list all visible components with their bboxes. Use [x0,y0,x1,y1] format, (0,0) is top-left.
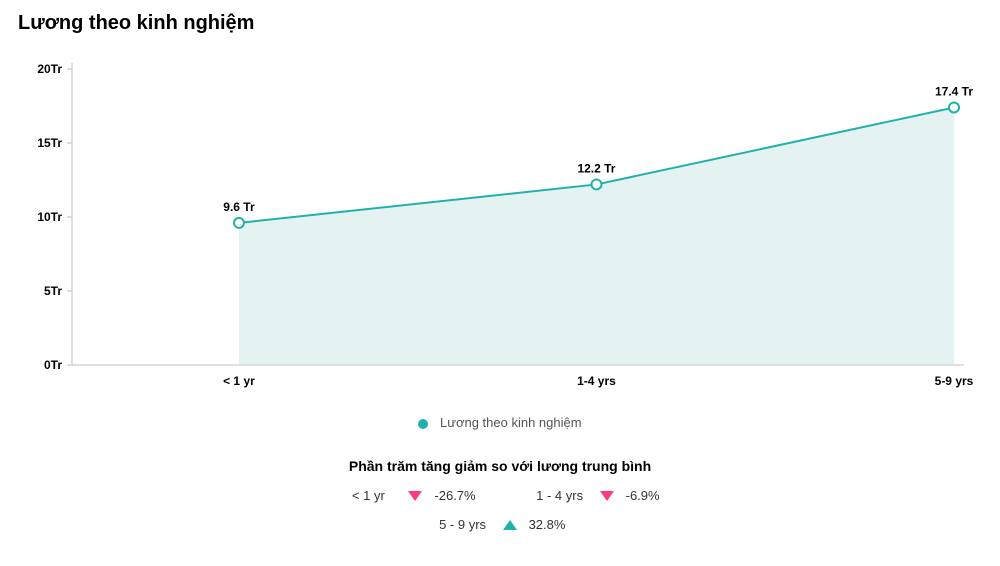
percent-item: 1 - 4 yrs -6.9% [532,488,660,503]
svg-text:5-9 yrs: 5-9 yrs [935,374,974,388]
percent-item-value: 32.8% [529,517,566,532]
percent-item-label: 1 - 4 yrs [532,488,588,503]
percent-item: 5 - 9 yrs 32.8% [435,517,566,532]
svg-text:9.6 Tr: 9.6 Tr [223,200,255,214]
svg-text:15Tr: 15Tr [37,136,62,150]
legend-dot-icon [418,419,428,429]
percent-item-label: < 1 yr [340,488,396,503]
percent-item-label: 5 - 9 yrs [435,517,491,532]
triangle-down-icon [600,491,614,501]
svg-text:20Tr: 20Tr [37,62,62,76]
percent-item: < 1 yr -26.7% [340,488,475,503]
svg-text:1-4 yrs: 1-4 yrs [577,374,616,388]
svg-text:5Tr: 5Tr [44,284,62,298]
salary-chart: 0Tr 5Tr 10Tr 15Tr 20Tr 9.6 Tr 12.2 Tr 17.4 Tr < … [16,39,984,409]
chart-legend: Lương theo kinh nghiệm [16,415,984,430]
svg-text:< 1 yr: < 1 yr [223,374,255,388]
percent-change-section: Phần trăm tăng giảm so với lương trung b… [16,458,984,532]
percent-item-value: -26.7% [434,488,475,503]
svg-text:0Tr: 0Tr [44,358,62,372]
svg-text:12.2 Tr: 12.2 Tr [577,161,615,175]
percent-item-value: -6.9% [626,488,660,503]
triangle-up-icon [503,520,517,530]
percent-change-title: Phần trăm tăng giảm so với lương trung b… [16,458,984,474]
triangle-down-icon [408,491,422,501]
svg-text:10Tr: 10Tr [37,210,62,224]
svg-text:17.4 Tr: 17.4 Tr [935,84,973,98]
chart-title: Lương theo kinh nghiệm [18,12,984,35]
legend-label: Lương theo kinh nghiệm [440,415,582,430]
